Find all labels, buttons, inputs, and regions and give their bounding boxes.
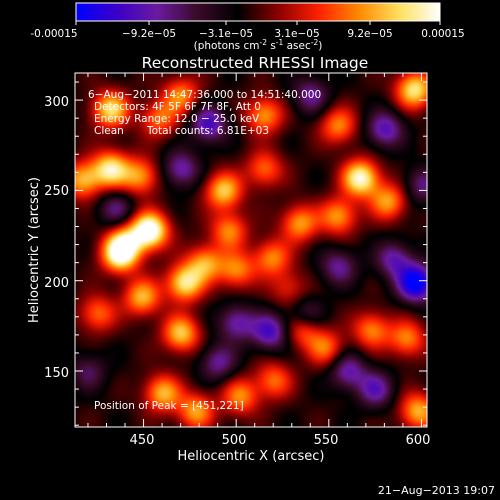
detectors: Detectors: 4F 5F 6F 7F 8F, Att 0 <box>94 101 261 113</box>
colorbar-tick-label: 9.2e−05 <box>347 28 392 40</box>
colorbar-units-exp: -2 <box>311 38 319 47</box>
x-tick-label: 550 <box>314 433 339 448</box>
colorbar-units-exp: -1 <box>276 38 284 47</box>
y-tick-labels: 150 200 250 300 <box>44 95 69 381</box>
x-tick-label: 450 <box>130 433 155 448</box>
colorbar-units-prefix: (photons cm <box>194 40 260 52</box>
x-tick-label: 600 <box>406 433 431 448</box>
plot-frame <box>74 72 428 428</box>
x-axis-label: Heliocentric X (arcsec) <box>178 449 325 464</box>
colorbar-units: (photons cm-2 s-1 asec-2) <box>194 38 323 52</box>
algorithm: Clean <box>94 125 124 137</box>
peak-position: Position of Peak = [451,221] <box>94 400 244 412</box>
y-tick-label: 200 <box>44 276 69 291</box>
time-range: 6−Aug−2011 14:47:36.000 to 14:51:40.000 <box>88 89 321 101</box>
image-container <box>75 73 427 427</box>
colorbar-units-exp: -2 <box>260 38 268 47</box>
colorbar-units-suffix: ) <box>318 40 322 52</box>
y-tick-label: 300 <box>44 95 69 110</box>
energy-range: Energy Range: 12.0 − 25.0 keV <box>94 113 260 125</box>
colorbar-tick-label: 0.00015 <box>421 28 464 40</box>
y-tick-label: 150 <box>44 366 69 381</box>
colorbar-gradient <box>75 2 441 22</box>
colorbar-tick-label: −9.2e−05 <box>122 28 176 40</box>
colorbar-tick-label: 3.1e−05 <box>274 28 319 40</box>
plot-title: Reconstructed RHESSI Image <box>142 54 369 72</box>
colorbar-units-mid: s <box>267 40 276 52</box>
footer-timestamp: 21−Aug−2013 19:07 <box>378 484 495 497</box>
colorbar-ticks <box>75 21 441 25</box>
colorbar-tick-label: −3.1e−05 <box>199 28 253 40</box>
colorbar-units-mid: asec <box>283 40 311 52</box>
colorbar-tick-label: -0.00015 <box>30 28 77 40</box>
y-axis-label: Heliocentric Y (arcsec) <box>27 177 42 323</box>
y-tick-label: 250 <box>44 184 69 199</box>
x-tick-labels: 450 500 550 600 <box>130 433 431 448</box>
x-tick-label: 500 <box>222 433 247 448</box>
colorbar: -0.00015 −9.2e−05 −3.1e−05 3.1e−05 9.2e−… <box>30 2 465 52</box>
image-annotations: 6−Aug−2011 14:47:36.000 to 14:51:40.000 … <box>88 89 321 412</box>
rhessi-image <box>75 73 427 427</box>
axis-ticks <box>75 73 427 427</box>
total-counts: Total counts: 6.81E+03 <box>146 125 269 137</box>
